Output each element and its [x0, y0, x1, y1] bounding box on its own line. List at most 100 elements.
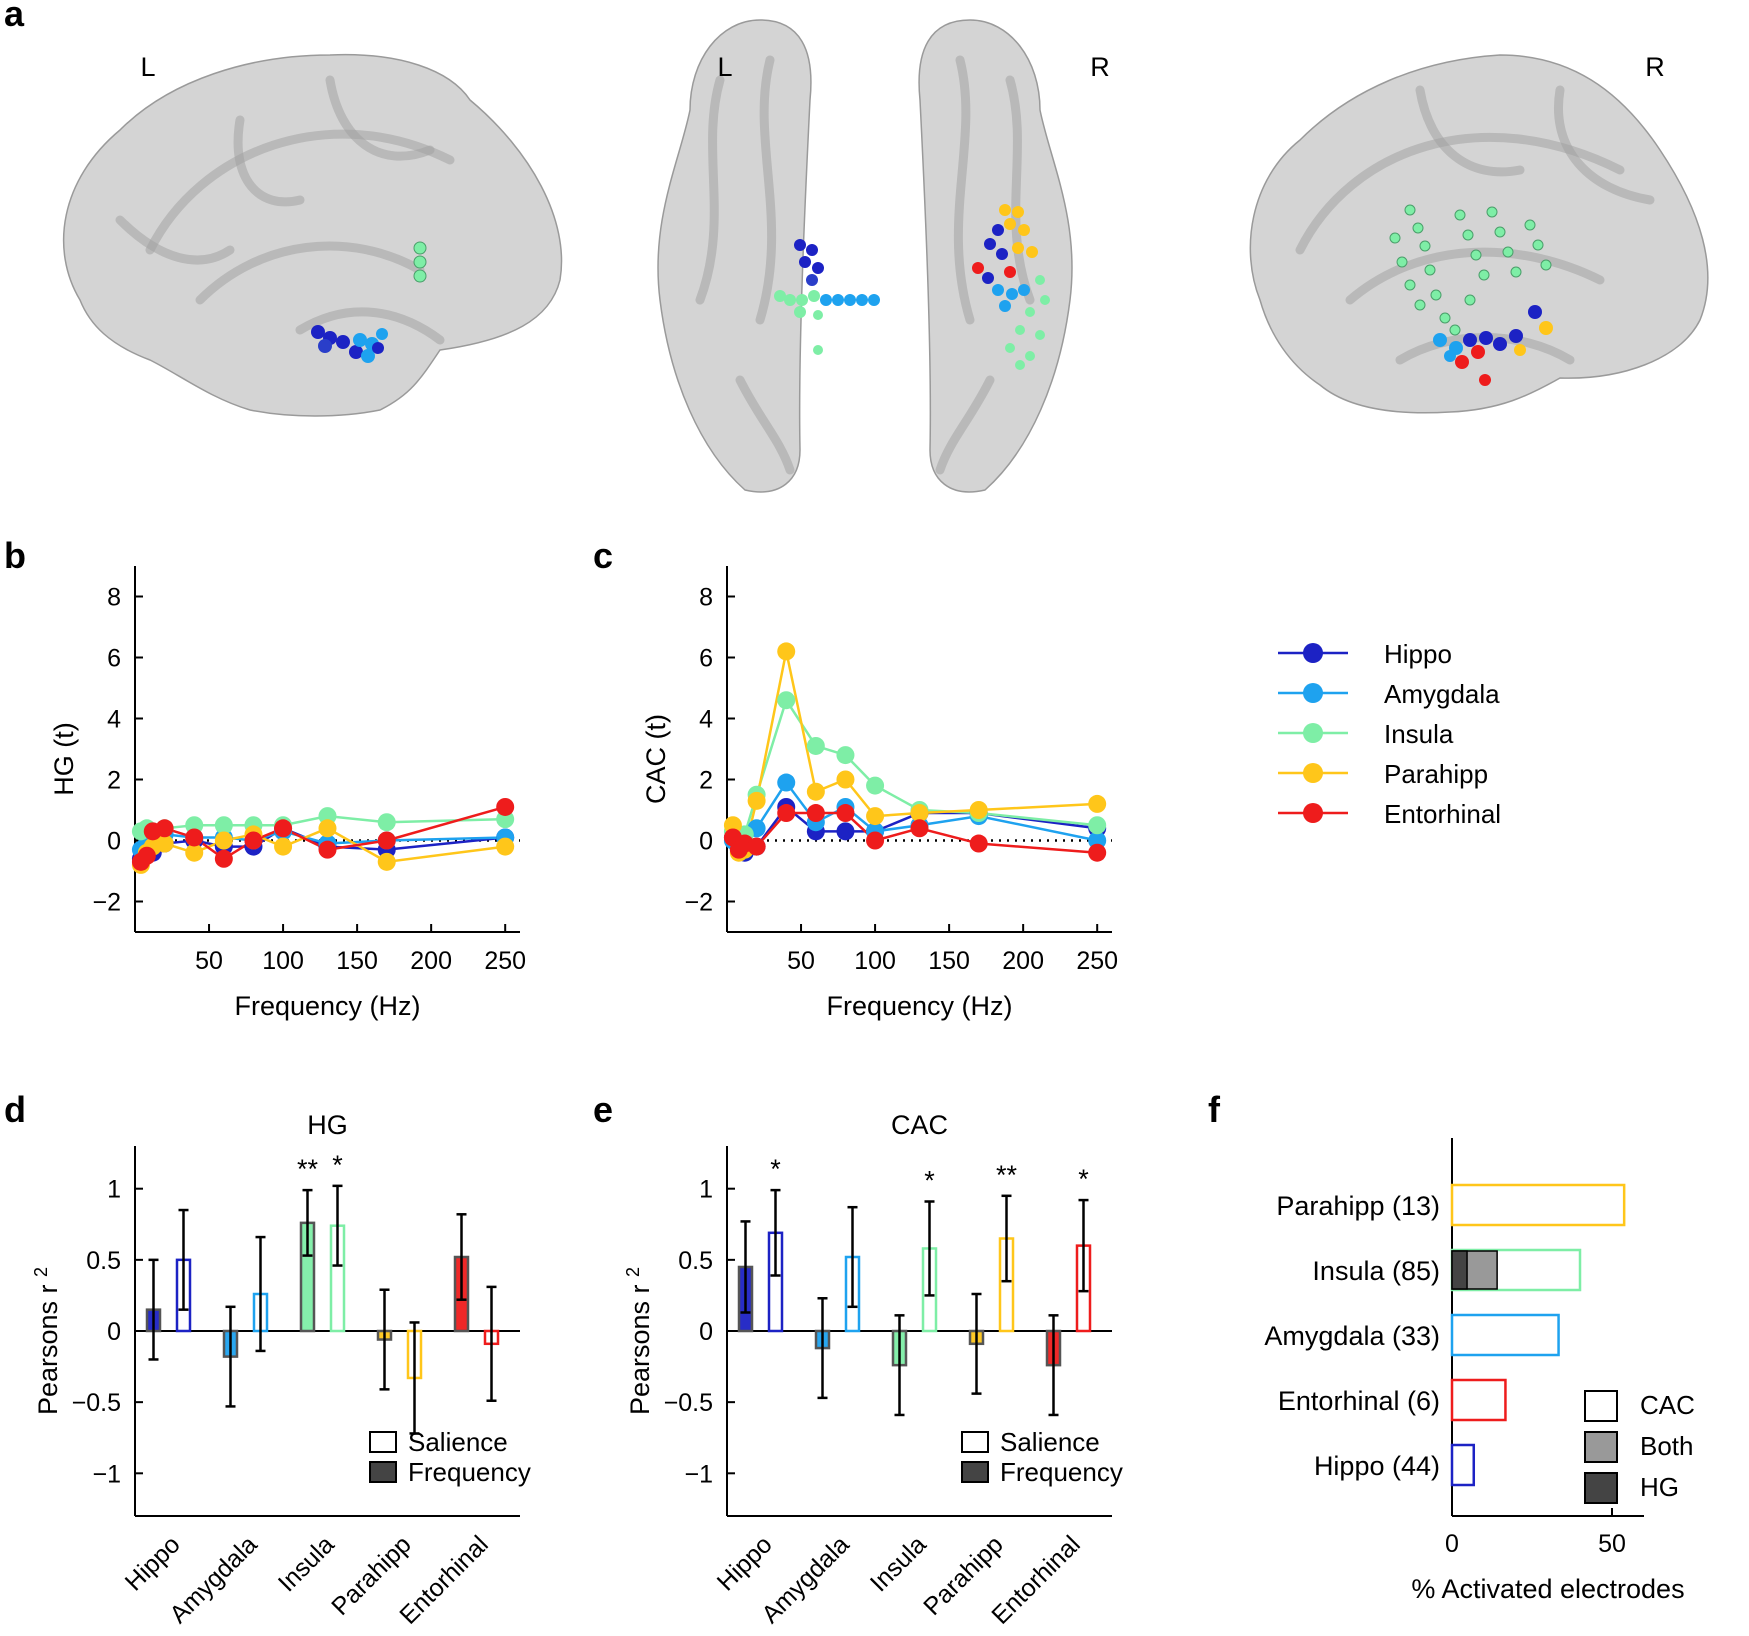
legend-swatch-frequency [369, 1461, 397, 1483]
bar-cac-parahipp [1450, 1183, 1626, 1227]
panel-letter-f: f [1208, 1089, 1221, 1130]
electrode-dot [1524, 219, 1536, 231]
electrode-dot [353, 333, 367, 347]
electrode-dot [1026, 246, 1038, 258]
electrode-dot [1463, 333, 1477, 347]
electrode-dot [794, 306, 806, 318]
x-tick-label: 250 [484, 947, 526, 975]
legend-label-hippo: Hippo [1384, 639, 1452, 669]
electrode-dot [1532, 239, 1544, 251]
electrode-dot [999, 300, 1011, 312]
data-point-parahipp [910, 804, 929, 823]
y-tick-label: −0.5 [72, 1389, 121, 1417]
y-tick-label: 0 [107, 828, 121, 856]
electrode-dot [1509, 329, 1523, 343]
electrode-dot [1510, 266, 1522, 278]
electrode-dot [1471, 345, 1485, 359]
data-point-insula [866, 776, 885, 795]
brain-ventral-left [657, 19, 812, 493]
bar-cac-amygdala [1450, 1313, 1560, 1357]
electrode-dot [1005, 343, 1015, 353]
data-point-amygdala [777, 773, 796, 792]
y-tick-label: 4 [107, 706, 121, 734]
legend-marker-insula [1303, 723, 1323, 743]
bar-cac-hippo [1450, 1443, 1476, 1487]
x-tick-label: Hippo [120, 1530, 186, 1596]
data-point-entorhinal [747, 837, 766, 856]
chart-title: HG [307, 1110, 348, 1140]
electrode-dot [372, 342, 384, 354]
electrode-dot [1455, 355, 1469, 369]
y-tick-label: 0 [699, 1318, 713, 1346]
electrode-dot [1502, 246, 1514, 258]
electrode-dot [972, 262, 984, 274]
x-axis-label: Frequency (Hz) [234, 991, 420, 1021]
electrode-dot [1389, 232, 1401, 244]
electrode-dot [1470, 249, 1482, 261]
x-tick-label: Insula [865, 1530, 932, 1597]
electrode-dot [1486, 206, 1498, 218]
y-axis-label-sup: 2 [31, 1267, 51, 1277]
electrode-dot [1479, 331, 1493, 345]
category-label: Entorhinal (6) [1278, 1386, 1440, 1416]
electrode-dot [1018, 284, 1030, 296]
electrode-dot [820, 294, 832, 306]
data-point-parahipp [214, 831, 233, 850]
x-tick-label: Hippo [712, 1530, 778, 1596]
hemisphere-label-r1: R [1090, 52, 1110, 82]
electrode-dot [413, 269, 427, 283]
electrode-dot [1414, 299, 1426, 311]
electrodes-left-medial [311, 241, 427, 363]
electrode-dot [868, 294, 880, 306]
category-label: Parahipp (13) [1276, 1191, 1440, 1221]
electrode-dot [413, 255, 427, 269]
y-tick-label: 0.5 [86, 1247, 121, 1275]
electrode-dot [1539, 321, 1553, 335]
data-point-entorhinal [969, 834, 988, 853]
electrode-dot [1025, 351, 1035, 361]
x-tick-label: 50 [787, 947, 815, 975]
significance-star: * [1078, 1164, 1089, 1194]
electrode-dot [1424, 264, 1436, 276]
x-tick-label: Insula [273, 1530, 340, 1597]
legend-label-salience: Salience [1000, 1427, 1100, 1457]
electrode-dot [1004, 218, 1016, 230]
data-point-entorhinal [244, 831, 263, 850]
electrode-dot [1006, 288, 1018, 300]
y-tick-label: 6 [107, 645, 121, 673]
legend-label-parahipp: Parahipp [1384, 759, 1488, 789]
legend-label-hg: HG [1640, 1472, 1679, 1502]
electrode-dot [806, 274, 818, 286]
x-tick-label: 150 [336, 947, 378, 975]
legend-label-cac: CAC [1640, 1390, 1695, 1420]
data-point-entorhinal [137, 846, 156, 865]
electrode-dot [1439, 312, 1451, 324]
data-point-entorhinal [496, 797, 515, 816]
data-point-parahipp [747, 791, 766, 810]
y-axis-label-sup: 2 [623, 1267, 643, 1277]
electrode-dot [832, 294, 844, 306]
category-label: Amygdala (33) [1264, 1321, 1440, 1351]
electrode-dot [1404, 204, 1416, 216]
x-tick-label: 100 [854, 947, 896, 975]
electrode-dot [1419, 240, 1431, 252]
legend-label-salience: Salience [408, 1427, 508, 1457]
y-tick-label: 8 [107, 584, 121, 612]
electrode-dot [336, 335, 350, 349]
electrode-dot [1015, 325, 1025, 335]
data-point-parahipp [777, 642, 796, 661]
electrode-dot [813, 310, 823, 320]
data-point-insula [777, 691, 796, 710]
y-tick-label: 1 [107, 1176, 121, 1204]
electrode-dot [1404, 279, 1416, 291]
electrode-dot [806, 244, 818, 256]
brain-right-medial [1249, 54, 1709, 414]
electrode-dot [774, 290, 786, 302]
electrode-dot [1464, 294, 1476, 306]
data-point-entorhinal [836, 804, 855, 823]
legend-swatch-frequency [961, 1461, 989, 1483]
data-point-parahipp [185, 843, 204, 862]
electrode-dot [318, 339, 332, 353]
electrode-dot [1514, 344, 1526, 356]
